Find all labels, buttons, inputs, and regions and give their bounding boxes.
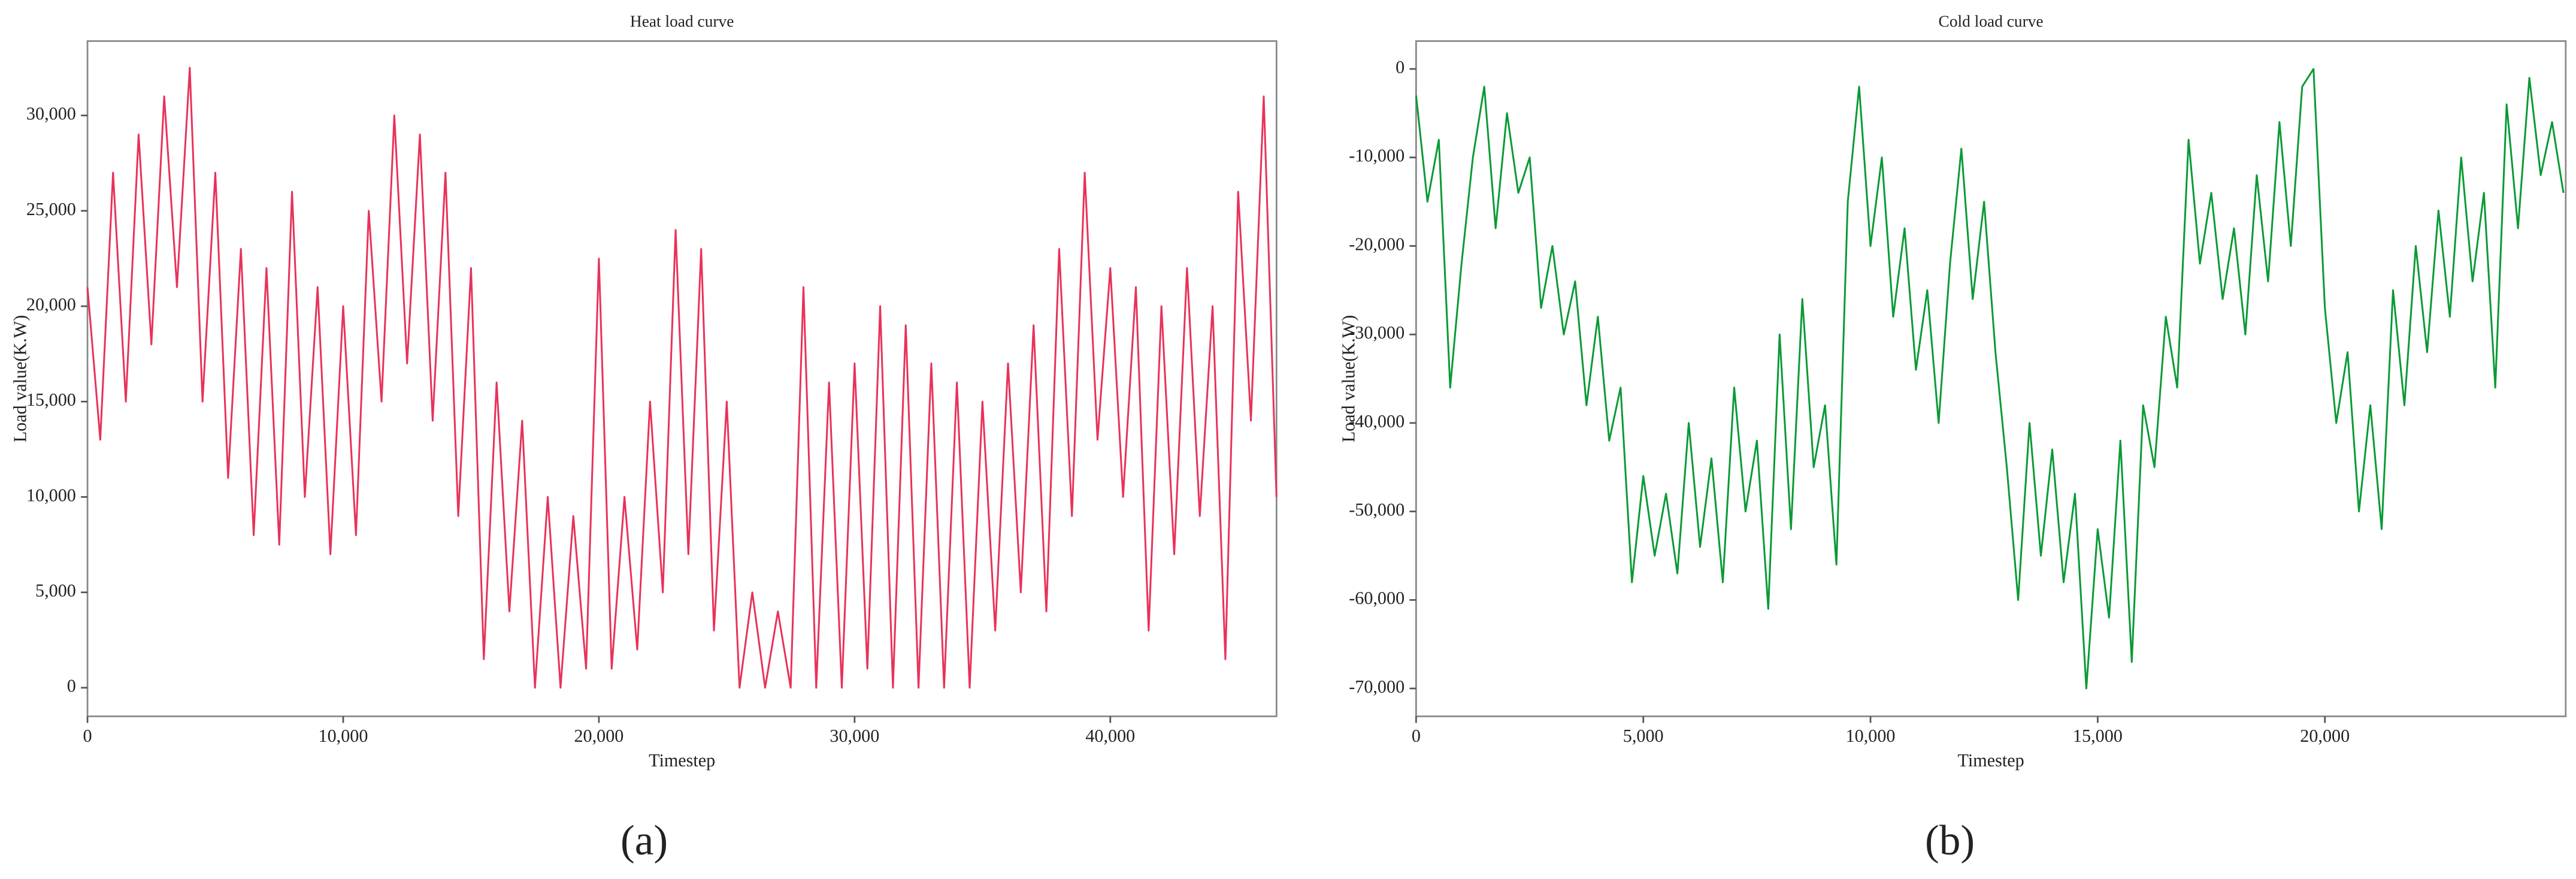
x-tick-label: 0	[83, 726, 92, 746]
y-tick-label: 5,000	[35, 581, 76, 601]
caption: (b)	[1925, 817, 1975, 864]
y-tick-label: 0	[1396, 57, 1404, 77]
x-tick-label: 30,000	[830, 726, 879, 746]
x-tick-label: 15,000	[2073, 726, 2123, 746]
x-tick-label: 0	[1412, 726, 1421, 746]
plot-frame	[1415, 40, 2567, 717]
y-tick-label: -60,000	[1349, 588, 1404, 608]
y-axis-label: Load value(K.W)	[10, 315, 30, 443]
y-tick-label: -30,000	[1349, 322, 1404, 343]
y-tick-label: -10,000	[1349, 146, 1404, 166]
x-tick-label: 20,000	[2300, 726, 2350, 746]
x-tick-label: 20,000	[574, 726, 623, 746]
y-tick-label: 0	[67, 676, 76, 696]
y-tick-label: -50,000	[1349, 500, 1404, 520]
y-tick-label: 20,000	[26, 294, 76, 315]
caption: (a)	[620, 817, 668, 864]
y-axis-label: Load value(K.W)	[1339, 315, 1359, 443]
x-tick-label: 5,000	[1623, 726, 1664, 746]
plot-frame	[86, 40, 1278, 717]
y-tick-label: 10,000	[26, 485, 76, 505]
y-tick-label: 15,000	[26, 389, 76, 410]
x-tick-label: 40,000	[1085, 726, 1135, 746]
y-tick-label: -40,000	[1349, 411, 1404, 431]
load-line	[86, 67, 1278, 689]
y-tick-label: -20,000	[1349, 234, 1404, 254]
x-tick-label: 10,000	[319, 726, 368, 746]
chart-title: Heat load curve	[630, 13, 734, 31]
x-tick-label: 10,000	[1846, 726, 1896, 746]
y-tick-label: -70,000	[1349, 676, 1404, 697]
y-tick-label: 25,000	[26, 199, 76, 219]
load-line	[1415, 68, 2565, 690]
chart-title: Cold load curve	[1939, 13, 2044, 31]
x-axis-label: Timestep	[1958, 750, 2024, 771]
x-axis-label: Timestep	[649, 750, 715, 771]
y-tick-label: 30,000	[26, 104, 76, 124]
